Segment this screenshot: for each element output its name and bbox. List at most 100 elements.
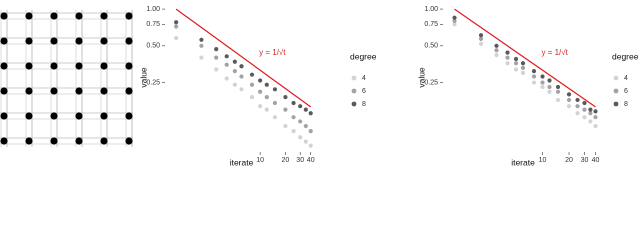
data-point	[566, 97, 572, 103]
data-point	[478, 33, 484, 38]
lattice-node	[25, 87, 33, 95]
data-point	[588, 111, 593, 116]
data-point	[520, 70, 526, 75]
data-point	[303, 123, 308, 129]
data-point	[575, 104, 580, 109]
data-point	[575, 97, 580, 103]
chart-panel: 0.25 0.50 0.75 1.00 10 20 30 40 iterate value y = …	[416, 6, 638, 167]
data-point	[505, 50, 510, 55]
data-point	[478, 41, 484, 46]
lattice-node	[100, 87, 108, 95]
data-point	[513, 61, 519, 66]
x-tick-label: 20	[282, 157, 290, 164]
data-point	[298, 104, 303, 109]
legend-swatch	[613, 88, 619, 94]
x-tick-label: 10	[256, 157, 264, 164]
data-point	[540, 84, 545, 90]
data-point	[494, 48, 499, 53]
legend-swatch	[613, 75, 619, 81]
data-point	[588, 119, 593, 124]
lattice-node	[75, 112, 83, 120]
data-point	[547, 78, 552, 83]
lattice-node	[125, 137, 133, 145]
reference-line	[454, 8, 596, 108]
y-tick-label: 0.75	[146, 21, 160, 28]
legend-swatch	[351, 75, 357, 81]
lattice-node	[75, 62, 83, 70]
data-point	[308, 143, 313, 148]
annotation: y = 1/√t	[541, 48, 568, 57]
data-point	[582, 115, 587, 120]
x-tick-label: 40	[592, 157, 600, 164]
data-point	[547, 89, 552, 94]
legend-label: 4	[624, 75, 628, 82]
lattice-node	[125, 62, 133, 70]
data-point	[582, 107, 587, 112]
data-point	[232, 82, 237, 87]
data-point	[239, 74, 244, 79]
y-axis-title: value	[416, 67, 426, 88]
data-point	[303, 139, 308, 144]
lattice-node	[25, 62, 33, 70]
data-point	[291, 115, 296, 120]
data-point	[258, 78, 263, 83]
data-point	[505, 55, 510, 60]
data-point	[593, 115, 598, 120]
data-point	[258, 104, 263, 109]
data-point	[540, 74, 545, 79]
lattice-node	[125, 12, 133, 20]
data-point	[283, 123, 288, 129]
data-point	[249, 72, 255, 77]
data-point	[520, 65, 526, 70]
data-point	[232, 69, 237, 74]
x-tick-label: 20	[565, 157, 573, 164]
lattice-node	[0, 62, 8, 70]
lattice-node	[100, 62, 108, 70]
legend-title: degree	[350, 51, 377, 61]
legend-label: 4	[362, 75, 366, 82]
data-point	[224, 54, 229, 59]
y-tick-label: 0.25	[146, 79, 160, 86]
data-point	[555, 97, 561, 103]
lattice-node	[100, 112, 108, 120]
lattice-node	[0, 137, 8, 145]
data-point	[232, 59, 237, 64]
data-point	[540, 80, 545, 85]
data-point	[239, 64, 244, 69]
legend-swatch	[351, 101, 357, 107]
data-point	[291, 128, 296, 134]
legend-label: 8	[624, 101, 628, 108]
legend-label: 8	[362, 101, 366, 108]
data-point	[513, 56, 519, 62]
lattice-node	[50, 37, 58, 45]
data-point	[555, 89, 561, 94]
lattice-node	[125, 87, 133, 95]
data-point	[298, 135, 303, 140]
data-point	[264, 107, 269, 112]
data-point	[249, 94, 255, 100]
data-point	[174, 24, 179, 29]
lattice-node	[50, 112, 58, 120]
lattice-node	[75, 137, 83, 145]
lattice-node	[125, 112, 133, 120]
x-tick-label: 30	[581, 157, 589, 164]
legend-label: 6	[624, 88, 628, 95]
data-point	[258, 89, 263, 94]
lattice-node	[0, 37, 8, 45]
lattice-node	[75, 12, 83, 20]
data-point	[593, 123, 598, 129]
lattice-node	[50, 87, 58, 95]
data-point	[520, 61, 526, 66]
lattice-node	[25, 112, 33, 120]
data-point	[264, 82, 269, 87]
data-point	[199, 43, 204, 48]
lattice-diagram	[0, 10, 133, 147]
data-point	[249, 82, 255, 87]
lattice-node	[100, 137, 108, 145]
data-point	[566, 104, 572, 109]
y-tick-label: 0.25	[424, 79, 438, 86]
data-point	[239, 87, 244, 92]
lattice-node	[100, 37, 108, 45]
lattice-node	[50, 137, 58, 145]
y-tick-label: 0.75	[424, 21, 438, 28]
